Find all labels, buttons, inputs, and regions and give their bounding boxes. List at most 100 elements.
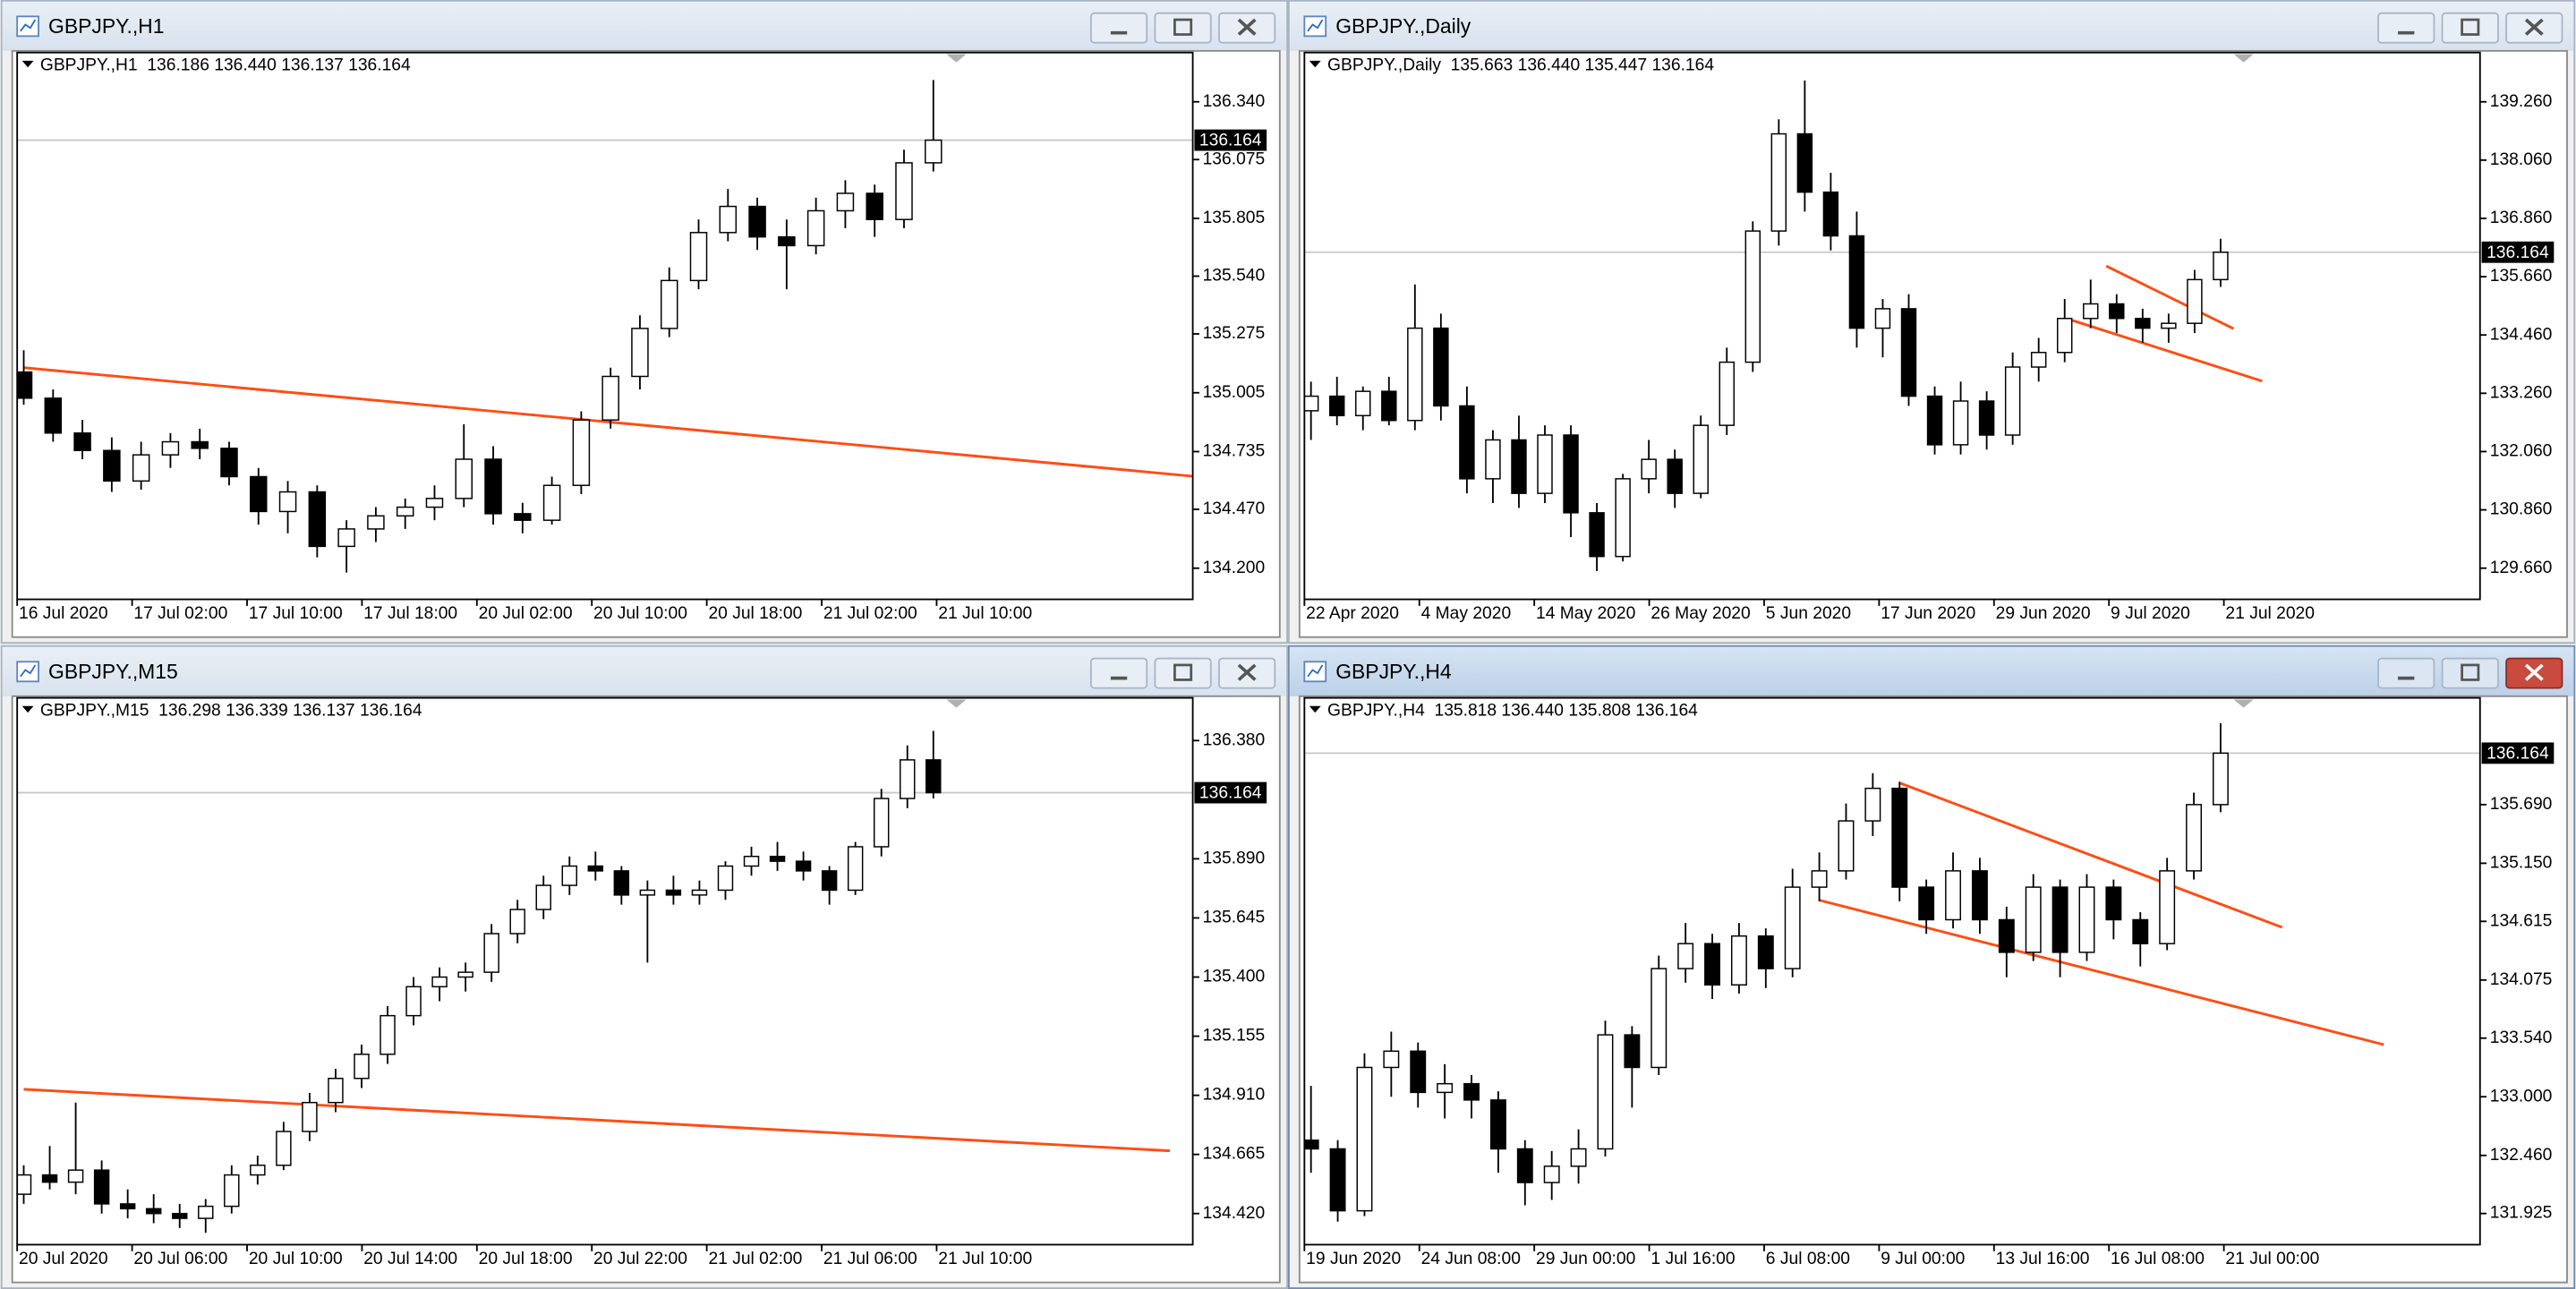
x-tick-label: 21 Jul 10:00 bbox=[938, 1250, 1032, 1268]
maximize-button[interactable] bbox=[1154, 12, 1212, 44]
y-tick-label: 135.540 bbox=[1203, 267, 1266, 286]
candle-body bbox=[639, 889, 656, 896]
x-tick-label: 20 Jul 06:00 bbox=[133, 1250, 227, 1268]
y-tick-label: 134.470 bbox=[1203, 499, 1266, 518]
y-tick-label: 135.805 bbox=[1203, 209, 1266, 227]
x-tick-label: 17 Jul 10:00 bbox=[249, 604, 343, 623]
candle-body bbox=[191, 440, 209, 449]
candle-body bbox=[1459, 405, 1475, 480]
candle-body bbox=[1383, 1050, 1400, 1069]
candle-body bbox=[2161, 322, 2177, 329]
x-tick-label: 26 May 2020 bbox=[1651, 604, 1750, 623]
y-tick-label: 135.275 bbox=[1203, 324, 1266, 343]
y-tick-label: 134.665 bbox=[1203, 1145, 1266, 1164]
candle-body bbox=[1328, 395, 1345, 417]
candle-body bbox=[119, 1203, 136, 1210]
x-tick-label: 29 Jun 2020 bbox=[1996, 604, 2091, 623]
candle-body bbox=[2030, 352, 2047, 368]
x-tick-label: 17 Jul 02:00 bbox=[133, 604, 227, 623]
minimize-button[interactable] bbox=[1089, 657, 1148, 689]
candle-body bbox=[1570, 1148, 1587, 1167]
candle-body bbox=[354, 1054, 370, 1080]
candle-body bbox=[1624, 1034, 1641, 1069]
y-tick-label: 135.155 bbox=[1203, 1027, 1266, 1046]
candle-body bbox=[2135, 318, 2151, 329]
candle-body bbox=[1615, 478, 1631, 558]
candle-body bbox=[172, 1212, 188, 1219]
candle-body bbox=[665, 889, 682, 896]
candle-body bbox=[308, 491, 327, 548]
candle-body bbox=[250, 475, 268, 513]
plot bbox=[17, 80, 1193, 573]
candle-body bbox=[1589, 512, 1605, 558]
chart-info: GBPJPY.,H1 136.186 136.440 136.137 136.1… bbox=[40, 55, 411, 74]
candle-body bbox=[743, 855, 760, 867]
candle-body bbox=[161, 440, 180, 456]
x-tick-label: 20 Jul 18:00 bbox=[708, 604, 802, 623]
candle-body bbox=[41, 1174, 58, 1183]
chart-info: GBPJPY.,M15 136.298 136.339 136.137 136.… bbox=[40, 701, 422, 720]
last-price-label: 136.164 bbox=[2486, 243, 2549, 262]
candle-body bbox=[1677, 943, 1694, 969]
maximize-glyph bbox=[1173, 663, 1193, 681]
candle-body bbox=[719, 205, 738, 234]
close-glyph bbox=[1237, 18, 1257, 36]
chart-window: GBPJPY.,Daily 139.260 138.060 136.860 135.66… bbox=[1287, 0, 2576, 644]
x-tick-label: 20 Jul 22:00 bbox=[593, 1250, 687, 1268]
candle-body bbox=[1918, 886, 1935, 921]
candle-body bbox=[691, 889, 708, 896]
maximize-button[interactable] bbox=[2441, 12, 2499, 44]
maximize-button[interactable] bbox=[1154, 657, 1212, 689]
candle-body bbox=[2105, 886, 2122, 921]
x-tick-label: 13 Jul 16:00 bbox=[1996, 1250, 2090, 1268]
candle-body bbox=[572, 419, 591, 486]
y-tick-label: 136.860 bbox=[2490, 209, 2553, 227]
header-arrow bbox=[1309, 60, 1321, 68]
y-tick-label: 134.910 bbox=[1203, 1086, 1266, 1105]
x-tick-label: 21 Jul 10:00 bbox=[938, 604, 1032, 623]
trendline bbox=[23, 1088, 1171, 1153]
plot-border bbox=[1303, 51, 2481, 601]
candle-body bbox=[2025, 886, 2042, 953]
chart-area bbox=[1298, 49, 2568, 638]
candle-body bbox=[2213, 252, 2229, 281]
candle-body bbox=[455, 458, 473, 499]
y-tick-label: 135.890 bbox=[1203, 849, 1266, 868]
candle-body bbox=[1838, 820, 1855, 872]
candle-body bbox=[483, 933, 499, 973]
candle-body bbox=[806, 209, 825, 247]
candle-body bbox=[1971, 870, 1988, 921]
plot bbox=[17, 730, 1193, 1234]
candle-body bbox=[1516, 1148, 1533, 1183]
last-price-box bbox=[2481, 241, 2555, 263]
x-tick-label: 16 Jul 08:00 bbox=[2111, 1250, 2205, 1268]
candle-body bbox=[276, 1131, 292, 1166]
candle-body bbox=[1641, 458, 1657, 480]
candle-body bbox=[396, 506, 414, 517]
minimize-button[interactable] bbox=[2377, 657, 2435, 689]
candle-body bbox=[1304, 395, 1319, 412]
candle-body bbox=[1355, 390, 1371, 417]
candle-body bbox=[1597, 1034, 1614, 1150]
title-bar bbox=[1289, 1, 2574, 51]
x-tick-label: 21 Jul 02:00 bbox=[708, 1250, 802, 1268]
candle-body bbox=[895, 162, 913, 220]
candle-body bbox=[1730, 935, 1747, 986]
minimize-button[interactable] bbox=[1089, 12, 1148, 44]
candle-body bbox=[1543, 1165, 1560, 1183]
candle-body bbox=[925, 759, 942, 794]
candle-body bbox=[1437, 1082, 1454, 1094]
title-bar bbox=[2, 646, 1287, 696]
candle-body bbox=[93, 1169, 110, 1205]
chart-window: GBPJPY.,M15 136.380 135.890 135.645 135.400 1… bbox=[0, 644, 1288, 1289]
candle-body bbox=[1511, 439, 1527, 494]
candle-body bbox=[1822, 191, 1839, 237]
candle-body bbox=[367, 515, 385, 530]
maximize-button[interactable] bbox=[2441, 657, 2499, 689]
candle-body bbox=[2109, 303, 2125, 320]
candle-body bbox=[1811, 870, 1828, 888]
y-tick-label: 132.460 bbox=[2490, 1146, 2553, 1165]
candle-body bbox=[1796, 132, 1813, 193]
candle-body bbox=[302, 1101, 318, 1132]
minimize-button[interactable] bbox=[2377, 12, 2435, 44]
